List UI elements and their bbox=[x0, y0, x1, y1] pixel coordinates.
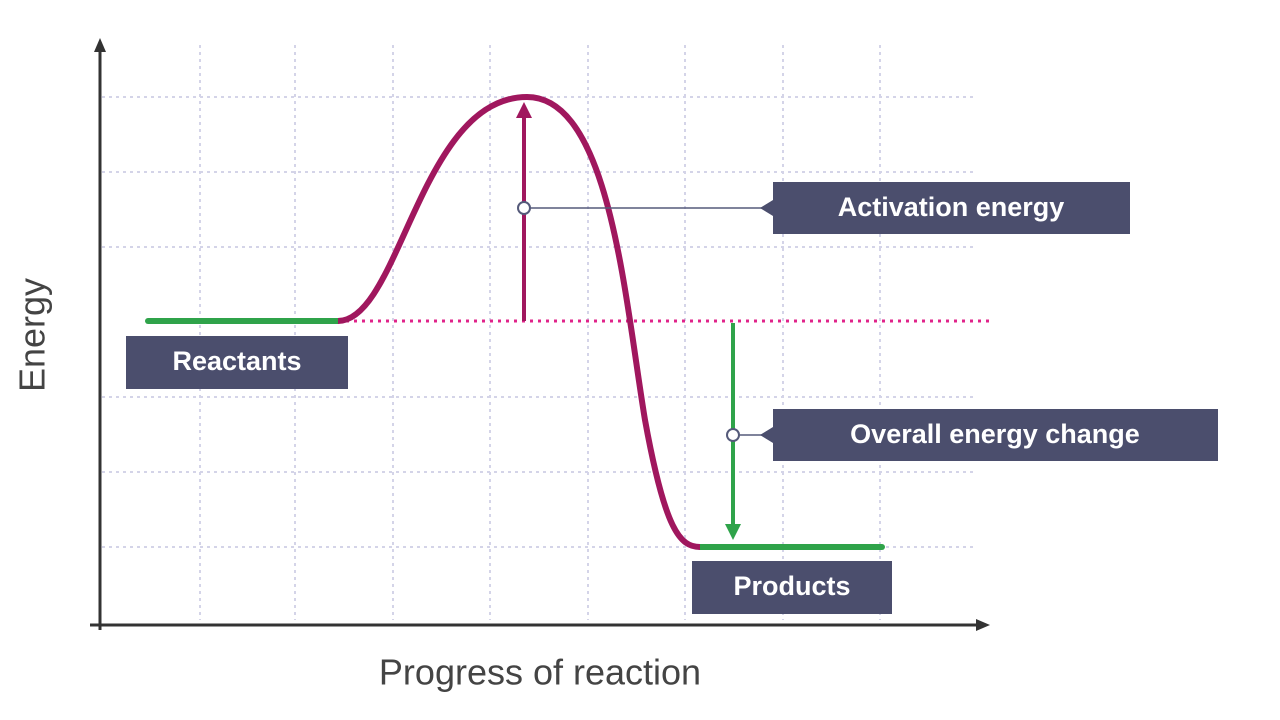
activation-label: Activation energy bbox=[760, 182, 1130, 234]
products-text: Products bbox=[733, 571, 850, 601]
energy-curve bbox=[337, 93, 701, 550]
overall-label: Overall energy change bbox=[760, 409, 1218, 461]
reactants-label: Reactants bbox=[126, 336, 348, 389]
activation-text: Activation energy bbox=[838, 192, 1065, 222]
reactants-text: Reactants bbox=[172, 346, 301, 376]
overall-text: Overall energy change bbox=[850, 419, 1140, 449]
y-axis-label: Energy bbox=[12, 278, 53, 392]
x-axis-label: Progress of reaction bbox=[379, 652, 701, 693]
axes bbox=[90, 38, 990, 631]
grid bbox=[102, 45, 975, 620]
products-label: Products bbox=[692, 561, 892, 614]
activation-arrow bbox=[516, 102, 775, 321]
overall-arrow bbox=[725, 323, 775, 540]
